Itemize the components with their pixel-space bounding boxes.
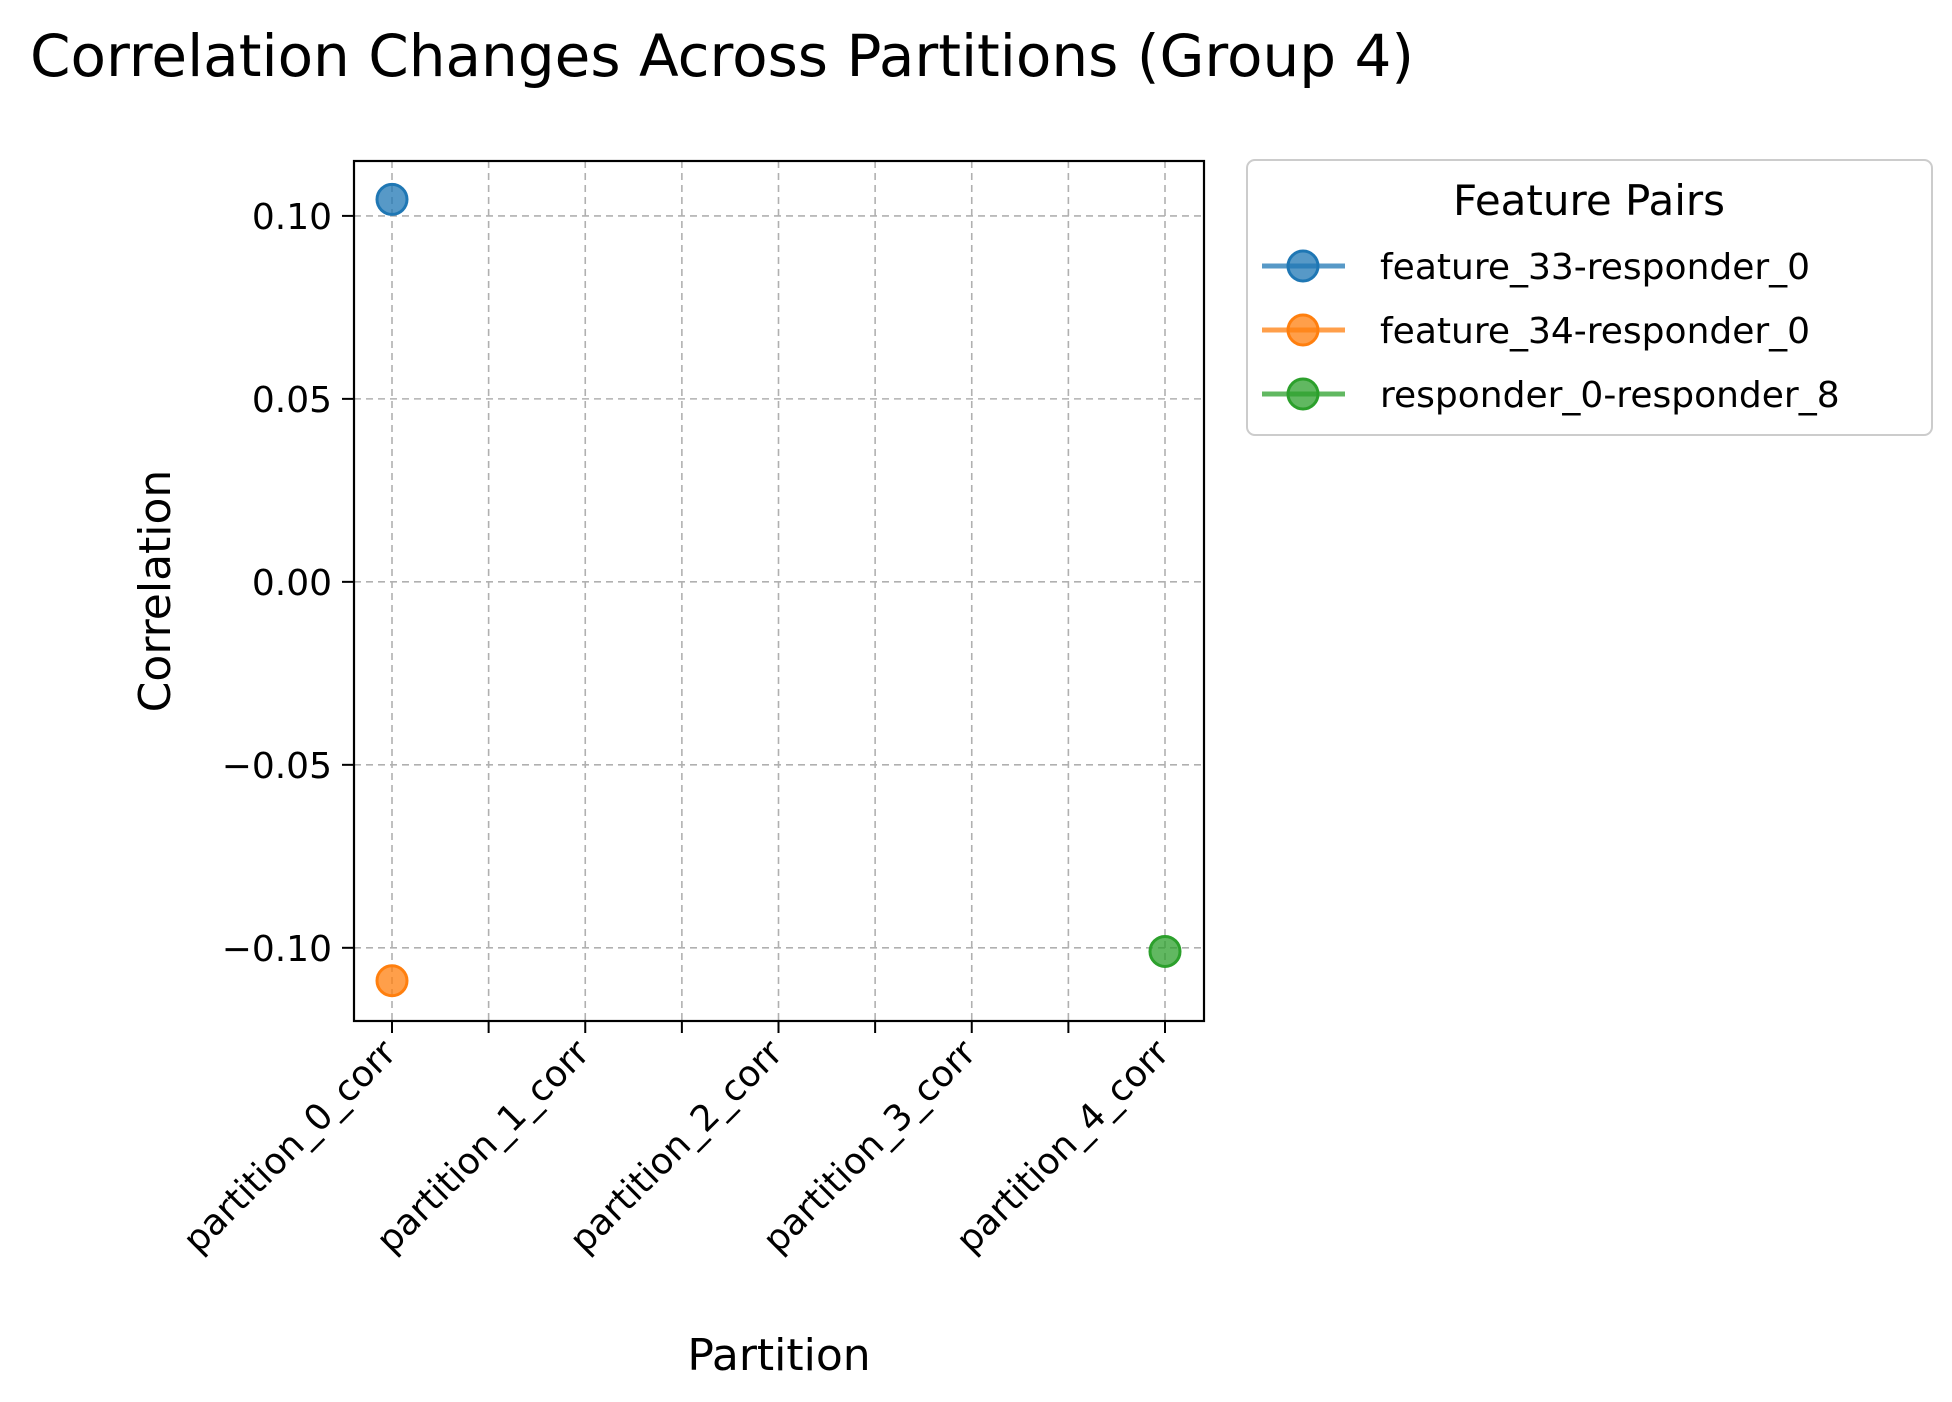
data-point: [375, 182, 409, 216]
data-point: [375, 964, 409, 998]
plot-frame: [352, 159, 1206, 1023]
y-tick-label: 0.10: [252, 197, 332, 238]
legend-marker: [1286, 249, 1320, 283]
y-tick-label: 0.05: [252, 380, 332, 421]
legend-item[interactable]: responder_0-responder_8: [1262, 375, 1840, 416]
legend-marker: [1286, 313, 1320, 347]
data-point: [1148, 934, 1182, 968]
plot-area: [352, 159, 1206, 1023]
legend-marker: [1286, 377, 1320, 411]
x-tick-label: partition_1_corr: [369, 1032, 598, 1261]
legend-label: feature_33-responder_0: [1380, 247, 1810, 288]
legend-label: feature_34-responder_0: [1380, 311, 1810, 352]
y-tick-label: 0.00: [252, 563, 332, 604]
legend[interactable]: Feature Pairs feature_33-responder_0feat…: [1246, 159, 1933, 436]
legend-item[interactable]: feature_34-responder_0: [1262, 311, 1810, 352]
x-tick-label: partition_3_corr: [755, 1032, 984, 1261]
x-tick-label: partition_2_corr: [562, 1032, 791, 1261]
data-markers: [375, 182, 1182, 998]
legend-item[interactable]: feature_33-responder_0: [1262, 247, 1810, 288]
y-tick-label: −0.05: [222, 746, 332, 787]
x-axis-label: Partition: [687, 1330, 870, 1381]
legend-label: responder_0-responder_8: [1380, 375, 1840, 416]
y-axis: 0.10 0.05 0.00 −0.05 −0.10: [222, 197, 354, 970]
x-axis: partition_0_corrpartition_1_corrpartitio…: [176, 1021, 1178, 1261]
legend-frame: [1246, 159, 1933, 436]
y-tick-label: −0.10: [222, 929, 332, 970]
x-tick-label: partition_0_corr: [176, 1032, 405, 1261]
legend-title: Feature Pairs: [1453, 176, 1725, 225]
x-tick-label: partition_4_corr: [949, 1032, 1178, 1261]
grid: [354, 161, 1204, 1021]
chart-title: Correlation Changes Across Partitions (G…: [30, 22, 1414, 90]
y-axis-label: Correlation: [130, 470, 181, 713]
